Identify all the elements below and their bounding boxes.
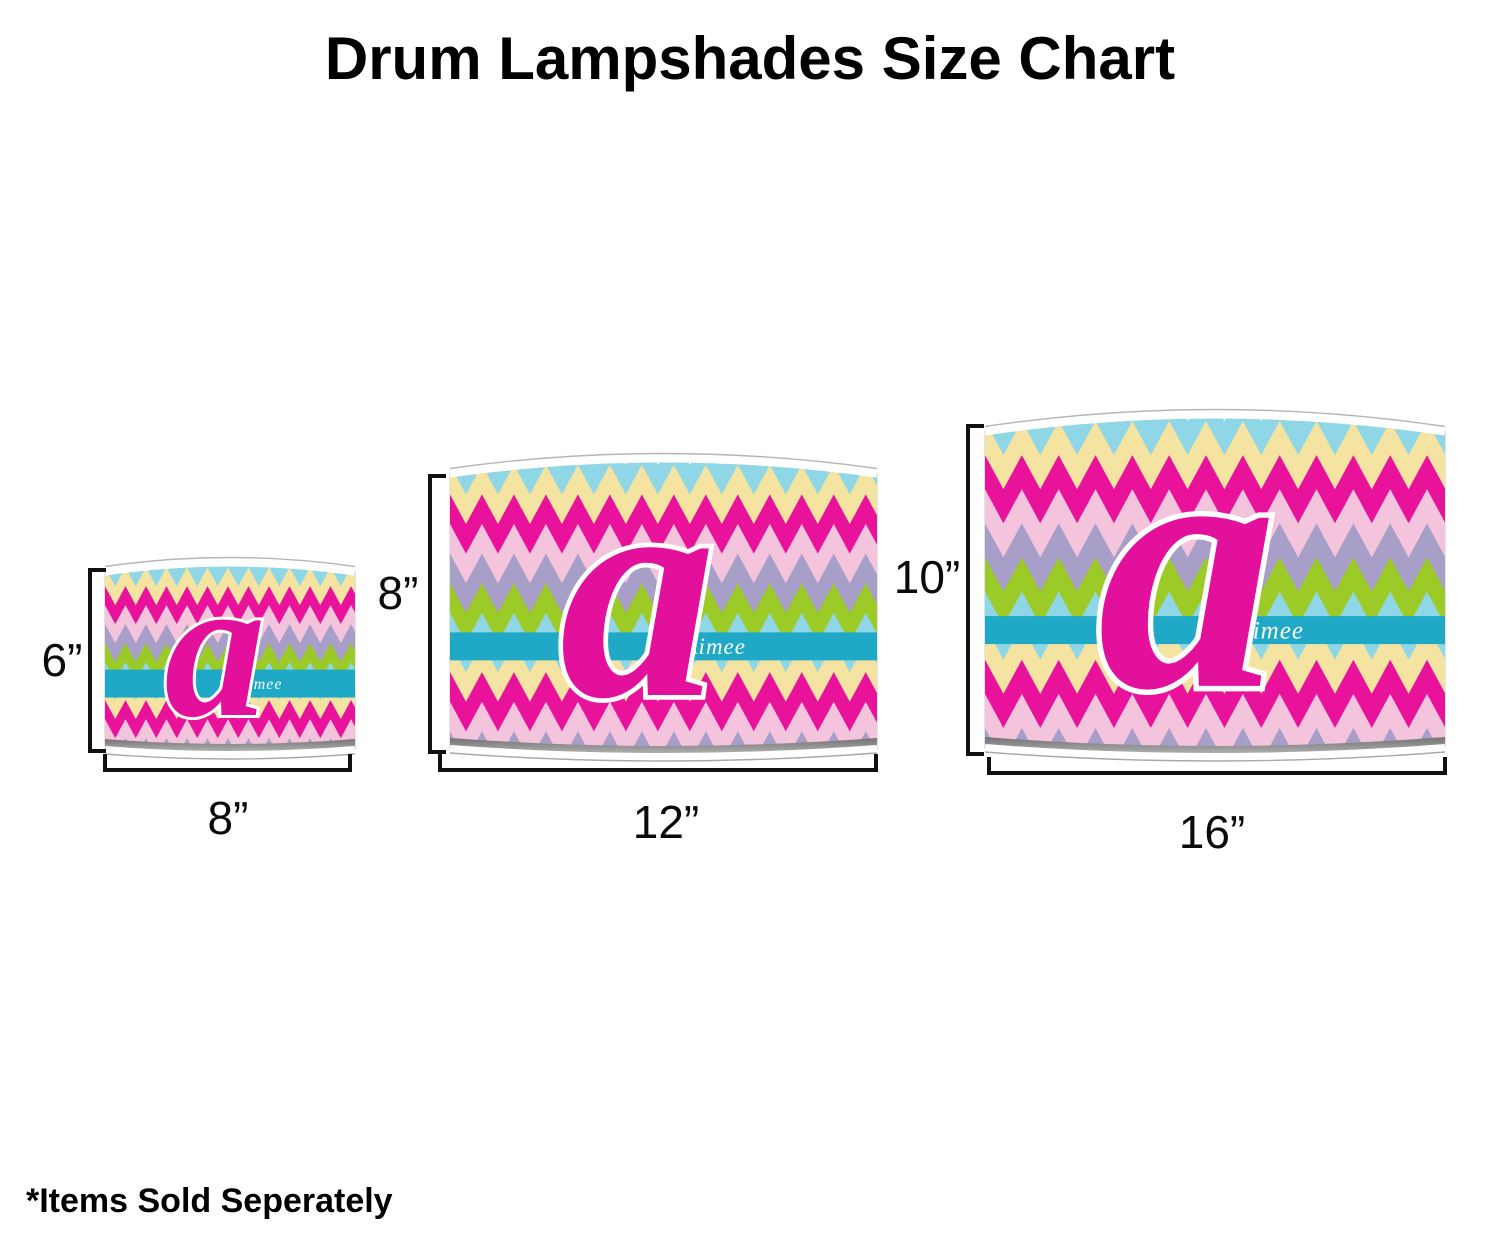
personalized-name-text: Aimee [1234, 618, 1303, 645]
height-label-large: 10” [893, 551, 961, 603]
width-bracket-large [987, 757, 1447, 775]
width-bracket-small [103, 754, 352, 772]
width-label-medium: 12” [632, 796, 700, 848]
height-bracket-medium [428, 474, 446, 754]
height-bracket-large [966, 424, 984, 756]
lampshade-medium: Aimee a [449, 452, 878, 762]
lampshade-small: Aimee a [104, 556, 356, 760]
height-label-small: 6” [41, 634, 83, 686]
monogram-letter: a [164, 534, 265, 759]
personalized-name-text: Aimee [682, 634, 746, 659]
monogram-letter: a [559, 415, 716, 763]
height-label-medium: 8” [377, 567, 419, 619]
width-label-large: 16” [1178, 806, 1246, 858]
monogram-letter: a [1097, 365, 1277, 764]
width-bracket-medium [438, 754, 878, 772]
personalized-name-text: Aimee [237, 676, 283, 693]
lampshade-large: Aimee a [984, 408, 1446, 762]
height-bracket-small [88, 568, 106, 753]
width-label-small: 8” [207, 792, 249, 844]
page-title: Drum Lampshades Size Chart [324, 25, 1176, 92]
footnote: *Items Sold Seperately [26, 1182, 393, 1220]
